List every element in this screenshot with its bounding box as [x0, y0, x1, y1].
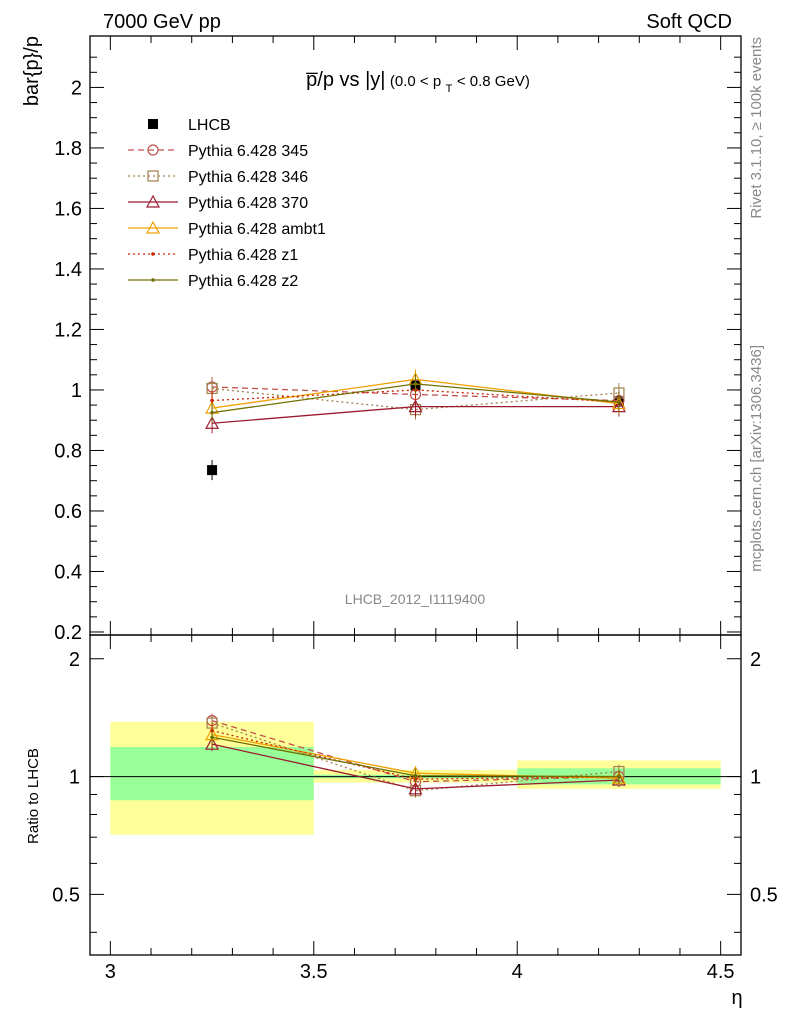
data-point [408, 399, 423, 413]
side-label-rivet: Rivet 3.1.10, ≥ 100k events [748, 37, 765, 219]
legend-label: Pythia 6.428 345 [188, 143, 308, 160]
legend-item-2: Pythia 6.428 346 [128, 169, 308, 186]
ratio-y-tick-label-right: 0.5 [750, 884, 778, 906]
header-left: 7000 GeV pp [103, 11, 221, 33]
ratio-point [413, 773, 418, 778]
x-tick-label: 4 [512, 961, 523, 983]
y-tick-label: 0.8 [54, 440, 82, 462]
x-tick-label: 4.5 [707, 961, 735, 983]
title-cut-suffix: < 0.8 GeV) [457, 73, 530, 90]
header-right: Soft QCD [646, 11, 732, 33]
legend-marker [147, 144, 159, 156]
legend-item-3: Pythia 6.428 370 [128, 194, 308, 212]
legend-marker [148, 119, 158, 129]
legend-item-5: Pythia 6.428 z1 [128, 247, 298, 264]
title-cut-sub: T [446, 83, 453, 95]
ratio-y-axis-label: Ratio to LHCB [25, 748, 42, 844]
legend: LHCB Pythia 6.428 345 Pythia 6.428 346 Pyth… [128, 117, 326, 290]
data-point [205, 415, 220, 429]
ratio-y-tick-label-right: 2 [750, 649, 761, 671]
ratio-point [210, 735, 214, 740]
main-plot-title: p̅/p vs |y| (0.0 < p T < 0.8 GeV) [306, 69, 530, 96]
ratio-y-tick-label: 1 [69, 767, 80, 789]
legend-label: Pythia 6.428 z2 [188, 273, 298, 290]
legend-label: Pythia 6.428 346 [188, 169, 308, 186]
series-3 [205, 396, 626, 434]
legend-marker [151, 278, 155, 282]
legend-item-0: LHCB [148, 117, 231, 134]
legend-marker [151, 252, 155, 256]
legend-label: Pythia 6.428 370 [188, 195, 308, 212]
y-tick-label: 1 [71, 380, 82, 402]
y-tick-label: 0.4 [54, 561, 82, 583]
axes: 3 3.5 4 4.5 0.2 0.4 0.6 0.8 1 1.2 1.4 1.6 1.8 2 0.5 0.5… [52, 36, 778, 983]
ratio-point [408, 781, 423, 795]
y-tick-label: 0.6 [54, 501, 82, 523]
y-tick-label: 1.6 [54, 198, 82, 220]
y-tick-label: 0.2 [54, 622, 82, 644]
watermark: LHCB_2012_I1119400 [345, 591, 486, 607]
series-6 [210, 373, 621, 423]
legend-marker [145, 194, 161, 208]
data-point [413, 382, 418, 386]
data-point [210, 410, 214, 415]
legend-marker [147, 170, 159, 182]
band-inner-0 [110, 747, 314, 801]
ratio-point [617, 774, 621, 779]
legend-item-6: Pythia 6.428 z2 [128, 273, 298, 290]
legend-label: Pythia 6.428 ambt1 [188, 221, 326, 238]
side-label-mcplots: mcplots.cern.ch [arXiv:1306.3436] [748, 345, 765, 572]
series-line-2 [211, 387, 619, 411]
x-tick-label: 3 [105, 961, 116, 983]
title-cut-prefix: (0.0 < p [390, 73, 441, 90]
data-point [207, 465, 218, 476]
y-axis-label: bar{p}/p [21, 36, 43, 106]
x-tick-label: 3.5 [300, 961, 328, 983]
x-axis-label: η [731, 987, 742, 1009]
ratio-series [205, 713, 626, 798]
ratio-frame [89, 634, 742, 956]
y-tick-label: 1.8 [54, 138, 82, 160]
y-tick-label: 1.4 [54, 259, 82, 281]
y-tick-label: 2 [71, 77, 82, 99]
ratio-y-tick-label: 2 [69, 649, 80, 671]
plot-frames [89, 35, 742, 956]
svg-text:p̅/p vs |y| (0.0 < p: p̅/p vs |y| (0.0 < p T < 0.8 GeV) [306, 69, 530, 96]
legend-item-1: Pythia 6.428 345 [128, 143, 308, 160]
data-point [617, 400, 621, 404]
legend-label: Pythia 6.428 z1 [188, 247, 298, 264]
legend-marker [145, 220, 161, 234]
data-point [210, 398, 214, 403]
ratio-line-1 [211, 722, 619, 792]
legend-item-4: Pythia 6.428 ambt1 [128, 220, 326, 238]
ratio-series-5 [210, 730, 621, 784]
legend-label: LHCB [188, 117, 231, 134]
ratio-y-tick-label: 0.5 [52, 884, 80, 906]
ratio-point [205, 736, 220, 750]
ratio-y-tick-label-right: 1 [750, 767, 761, 789]
y-tick-label: 1.2 [54, 319, 82, 341]
main-series [205, 369, 626, 481]
title-main: p̅/p vs |y| [306, 69, 385, 91]
